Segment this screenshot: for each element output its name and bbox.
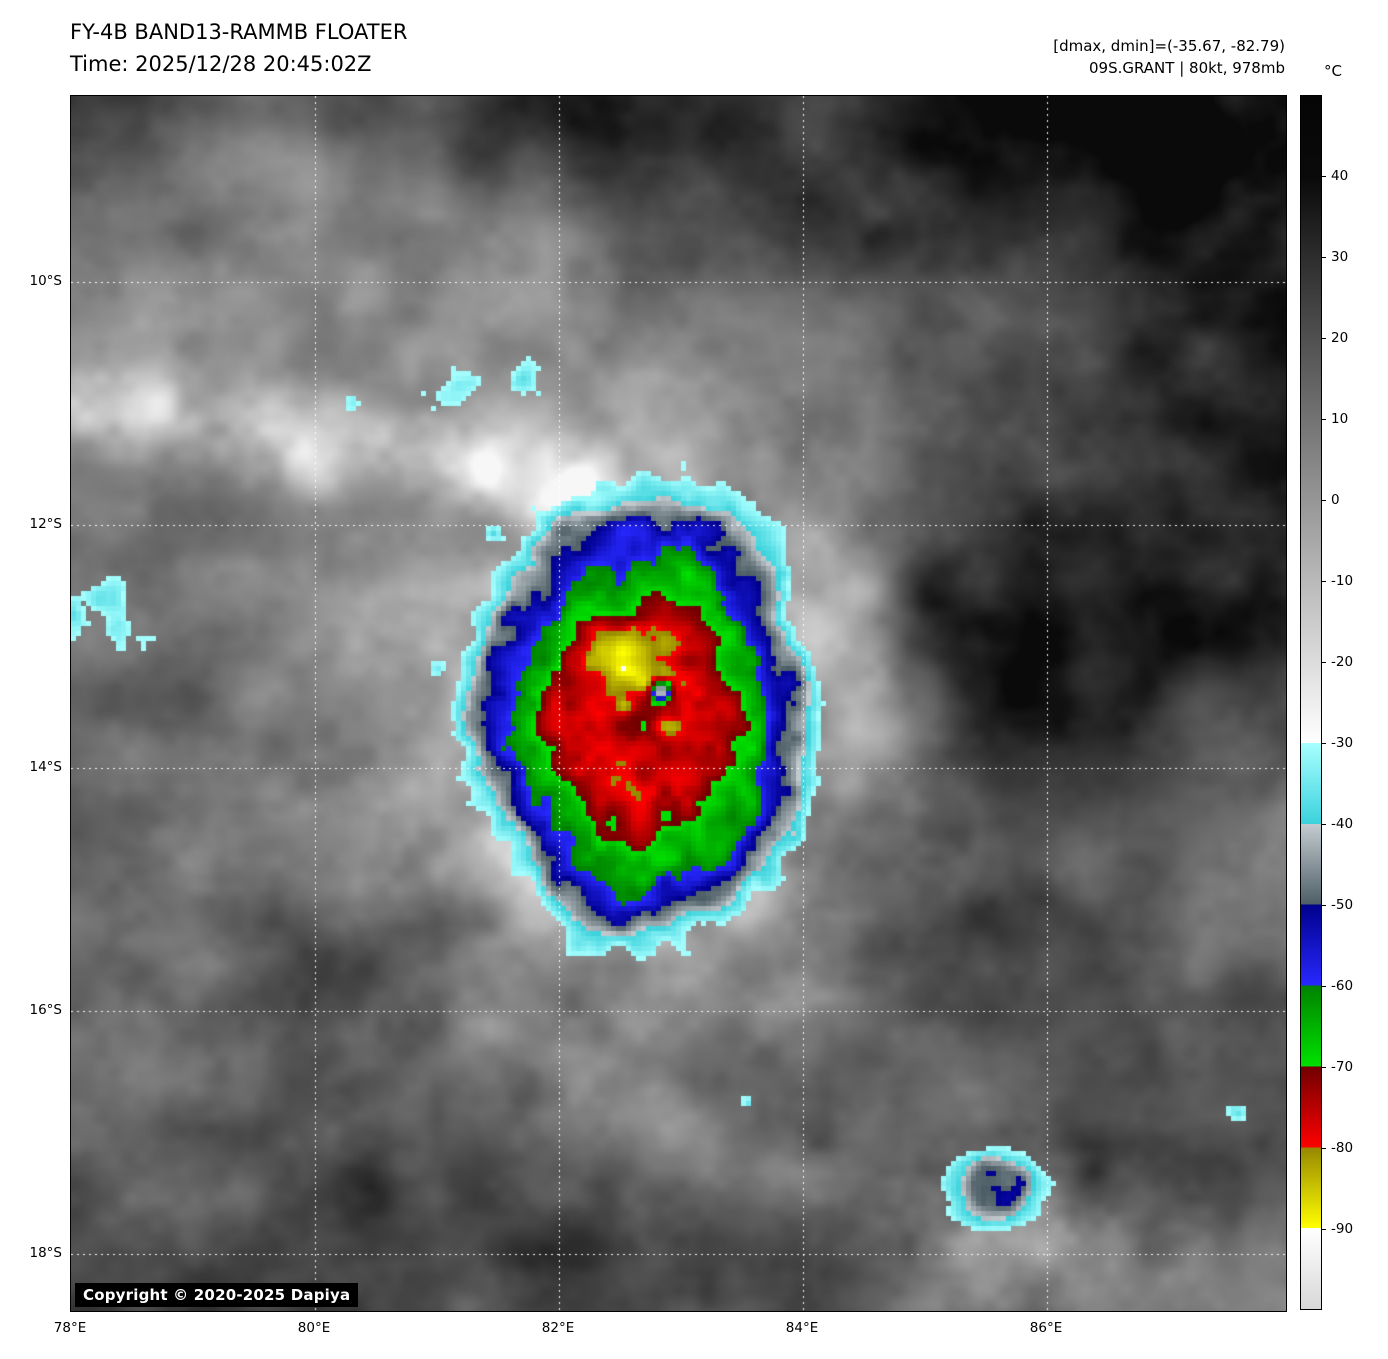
colorbar-tick-label: -50 [1331,897,1354,913]
copyright-badge: Copyright © 2020-2025 Dapiya [75,1283,359,1307]
colorbar-tick-mark [1322,1067,1326,1068]
annotation-block: [dmax, dmin]=(-35.67, -82.79) 09S.GRANT … [1053,36,1285,80]
colorbar-tick-mark [1322,743,1326,744]
latitude-tick-label: 14°S [29,759,63,776]
colorbar-tick-mark [1322,419,1326,420]
colorbar-unit-label: °C [1324,62,1342,80]
longitude-tick-label: 82°E [541,1320,575,1336]
longitude-tick-label: 84°E [785,1320,819,1336]
colorbar-tick-mark [1322,1229,1326,1230]
colorbar-tick-label: 20 [1331,330,1349,346]
dmax-dmin-label: [dmax, dmin]=(-35.67, -82.79) [1053,37,1285,55]
colorbar-tick-label: -80 [1331,1140,1354,1156]
latitude-tick-label: 18°S [29,1245,63,1262]
colorbar-tick-label: -20 [1331,654,1354,670]
satellite-image-canvas [71,96,1286,1311]
latitude-tick-label: 10°S [29,273,63,290]
colorbar-tick-mark [1322,662,1326,663]
colorbar-tick-mark [1322,500,1326,501]
colorbar-tick-mark [1322,1148,1326,1149]
colorbar-tick-label: -70 [1331,1059,1354,1075]
longitude-tick-label: 80°E [297,1320,331,1336]
colorbar-tick-label: -30 [1331,735,1354,751]
satellite-map: Copyright © 2020-2025 Dapiya [70,95,1287,1312]
storm-info-label: 09S.GRANT | 80kt, 978mb [1088,58,1285,77]
colorbar-tick-label: -40 [1331,816,1354,832]
colorbar-tick-label: -10 [1331,573,1354,589]
colorbar-tick-mark [1322,338,1326,339]
longitude-tick-label: 78°E [53,1320,87,1336]
colorbar-tick-label: -90 [1331,1221,1354,1237]
timestamp-label: Time: 2025/12/28 20:45:02Z [70,52,372,76]
longitude-tick-label: 86°E [1029,1320,1063,1336]
latitude-tick-label: 16°S [29,1002,63,1019]
colorbar-tick-mark [1322,905,1326,906]
colorbar-tick-mark [1322,176,1326,177]
colorbar-tick-mark [1322,257,1326,258]
colorbar-tick-label: 30 [1331,249,1349,265]
latitude-tick-label: 12°S [29,516,63,533]
colorbar [1300,95,1322,1310]
colorbar-tick-label: -60 [1331,978,1354,994]
colorbar-tick-label: 0 [1331,492,1340,508]
colorbar-tick-mark [1322,824,1326,825]
colorbar-tick-label: 10 [1331,411,1349,427]
colorbar-tick-mark [1322,581,1326,582]
colorbar-tick-mark [1322,986,1326,987]
colorbar-tick-label: 40 [1331,168,1349,184]
product-title: FY-4B BAND13-RAMMB FLOATER [70,20,408,44]
